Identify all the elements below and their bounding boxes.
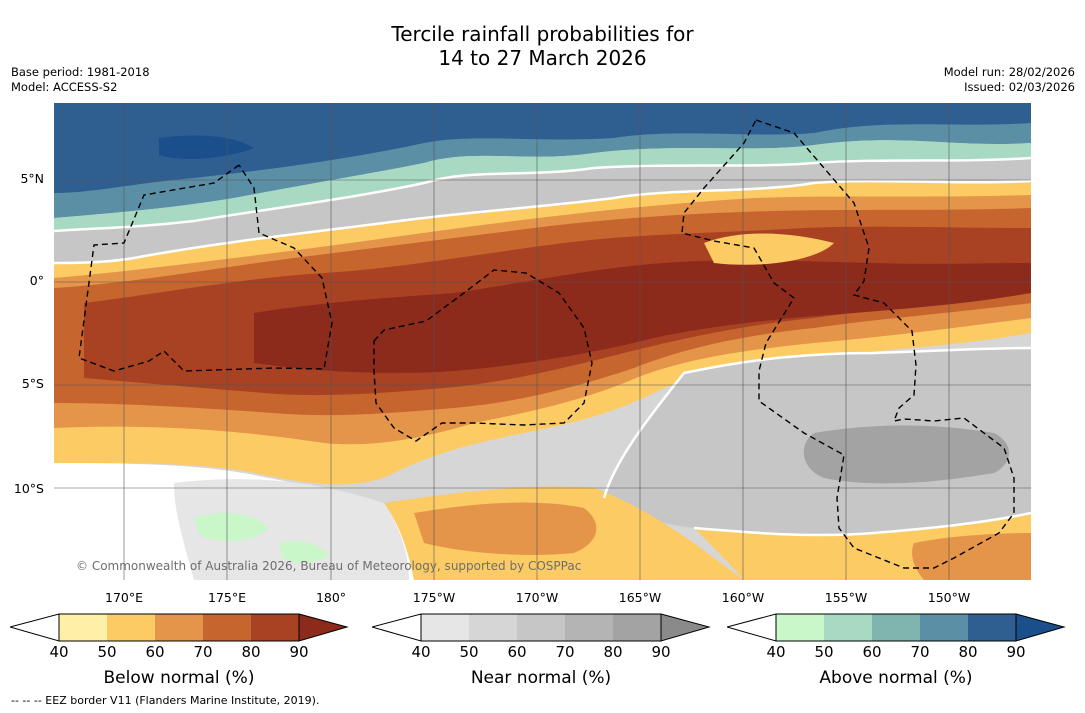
- cb-near-outline: [420, 613, 662, 642]
- colorbar-above-normal: [727, 613, 1066, 642]
- eez-kiribati-gilbert: [78, 164, 333, 372]
- cb-below-tick: 50: [97, 643, 117, 661]
- cb-below-seg-50: [107, 614, 155, 641]
- cb-near-seg-40: [421, 614, 469, 641]
- base-period: Base period: 1981-2018: [11, 65, 150, 79]
- cb-below-tick: 90: [289, 643, 309, 661]
- cb-near-seg-60: [517, 614, 565, 641]
- cb-below-min-triangle: [10, 613, 60, 642]
- north-darkest-wet: [159, 135, 254, 159]
- cb-above-seg-50: [824, 614, 872, 641]
- meta-right: Model run: 28/02/2026 Issued: 02/03/2026: [944, 65, 1075, 95]
- cb-below-seg-70: [203, 614, 251, 641]
- cb-below-outline: [58, 613, 300, 642]
- title-line-2: 14 to 27 March 2026: [438, 46, 647, 70]
- lat-label-5s: 5°S: [21, 376, 44, 391]
- lon-label-175w: 175°W: [412, 590, 456, 605]
- south-center-below-dark: [414, 502, 597, 555]
- tercile-boundary-north-wet: [54, 156, 1031, 233]
- lat-label-5n: 5°N: [20, 171, 44, 186]
- cb-below-label: Below normal (%): [103, 668, 255, 688]
- cb-above-seg-40: [776, 614, 824, 641]
- tercile-boundary-north: [54, 179, 1031, 265]
- cb-near-min-triangle: [372, 613, 422, 642]
- north-deep-wet: [54, 103, 1031, 193]
- cb-below-seg-60: [155, 614, 203, 641]
- cb-above-tick: 80: [958, 643, 978, 661]
- cb-near-tick: 70: [555, 643, 575, 661]
- southwest-above-normal: [194, 512, 269, 542]
- cb-below-tick: 40: [49, 643, 69, 661]
- meta-left: Base period: 1981-2018 Model: ACCESS-S2: [11, 65, 150, 95]
- lon-label-175e: 175°E: [207, 590, 247, 605]
- cb-above-max-triangle: [1015, 613, 1066, 642]
- tercile-boundary-south: [693, 511, 1031, 537]
- lon-label-170e: 170°E: [104, 590, 144, 605]
- cb-below-tick: 70: [193, 643, 213, 661]
- cb-above-label: Above normal (%): [819, 668, 973, 688]
- cb-below-tick: 80: [241, 643, 261, 661]
- map-title: Tercile rainfall probabilities for 14 to…: [0, 22, 1085, 70]
- southwest-near-normal: [174, 479, 409, 580]
- lon-label-165w: 165°W: [618, 590, 662, 605]
- cb-near-seg-70: [565, 614, 613, 641]
- cb-near-max-triangle: [660, 613, 711, 642]
- lat-label-10s: 10°S: [13, 481, 44, 496]
- tercile-boundary-southeast: [602, 346, 1031, 499]
- cb-above-tick: 90: [1006, 643, 1026, 661]
- model-run: Model run: 28/02/2026: [943, 65, 1075, 79]
- cb-above-seg-80: [968, 614, 1016, 641]
- colorbar-below-normal: [10, 613, 349, 642]
- cb-above-tick: 50: [814, 643, 834, 661]
- colorbar-near-normal: [372, 613, 711, 642]
- eez-borders: [78, 119, 1015, 569]
- lon-label-180: 180°: [315, 590, 347, 605]
- eez-footnote: -- -- -- EEZ border V11 (Flanders Marine…: [11, 694, 320, 707]
- eez-kiribati-line: [681, 119, 1015, 569]
- lat-label-0: 0°: [29, 273, 44, 288]
- graticule: [54, 103, 1031, 580]
- cb-above-min-triangle: [727, 613, 777, 642]
- north-light-wet: [54, 140, 1031, 231]
- cb-above-tick: 40: [766, 643, 786, 661]
- near-normal-north: [54, 158, 1031, 263]
- issued-date: Issued: 02/03/2026: [964, 80, 1075, 94]
- lon-label-160w: 160°W: [721, 590, 765, 605]
- map-svg: [54, 103, 1031, 580]
- cb-near-tick: 80: [603, 643, 623, 661]
- title-line-1: Tercile rainfall probabilities for: [391, 22, 694, 46]
- cb-near-tick: 60: [507, 643, 527, 661]
- southeast-below-dark: [912, 533, 1031, 580]
- cb-near-seg-80: [613, 614, 661, 641]
- lon-label-170w: 170°W: [515, 590, 559, 605]
- cb-below-seg-80: [251, 614, 299, 641]
- cb-below-seg-40: [59, 614, 107, 641]
- probability-map: [54, 103, 1031, 580]
- cb-near-tick: 40: [411, 643, 431, 661]
- cb-below-tick: 60: [145, 643, 165, 661]
- below-normal-yellow-patch: [704, 233, 834, 265]
- cb-near-tick: 90: [651, 643, 671, 661]
- cb-near-tick: 50: [459, 643, 479, 661]
- near-normal-southeast-dark: [803, 425, 1009, 484]
- lon-label-155w: 155°W: [824, 590, 868, 605]
- lon-label-150w: 150°W: [927, 590, 971, 605]
- cb-above-seg-70: [920, 614, 968, 641]
- copyright-notice: © Commonwealth of Australia 2026, Bureau…: [76, 559, 582, 573]
- cb-below-max-triangle: [298, 613, 349, 642]
- cb-above-seg-60: [872, 614, 920, 641]
- eez-kiribati-phoenix: [373, 269, 593, 442]
- southwest-above-normal-2: [279, 541, 329, 563]
- cb-above-tick: 60: [862, 643, 882, 661]
- cb-near-label: Near normal (%): [470, 668, 612, 688]
- cb-above-tick: 70: [910, 643, 930, 661]
- model-name: Model: ACCESS-S2: [11, 80, 118, 94]
- cb-above-outline: [775, 613, 1017, 642]
- below-normal-90: [254, 260, 1031, 373]
- cb-near-seg-50: [469, 614, 517, 641]
